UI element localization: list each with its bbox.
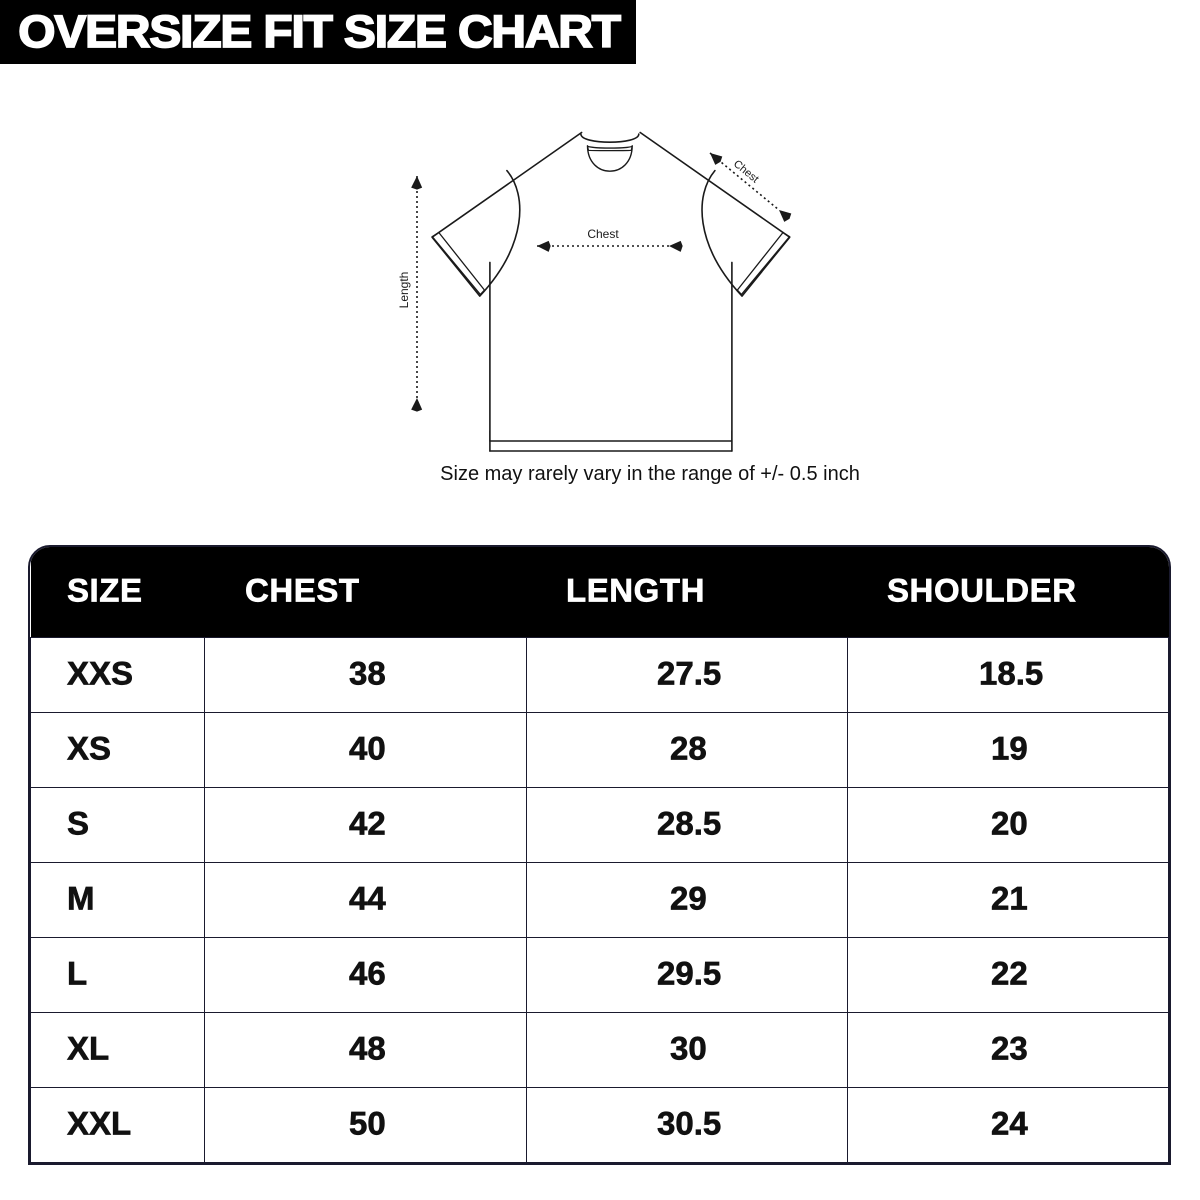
svg-text:Length: Length (397, 272, 411, 309)
svg-text:Chest: Chest (587, 227, 619, 241)
svg-text:Chest: Chest (731, 158, 761, 186)
